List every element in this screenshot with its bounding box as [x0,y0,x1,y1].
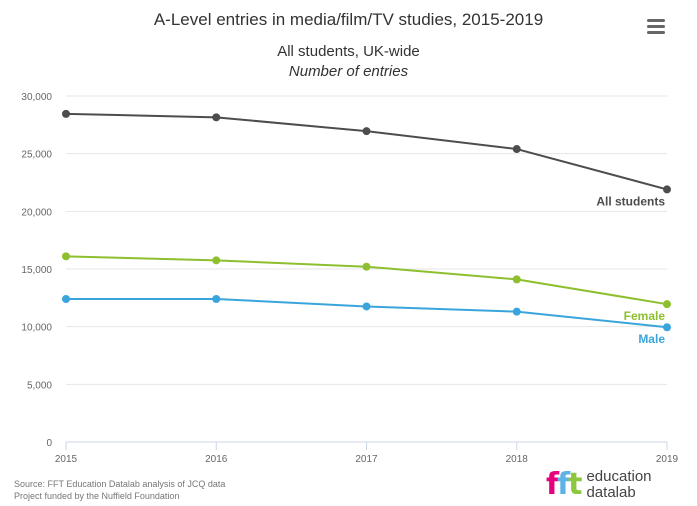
menu-bar [647,31,665,34]
series-labels: All students Female Male [596,194,665,346]
logo-text: education datalab [586,469,651,501]
logo-letter: f [557,467,570,502]
gridlines [66,95,667,385]
x-axis: 2015 2016 2017 2018 2019 [55,441,679,465]
menu-bar [647,19,665,22]
data-point-female [62,252,70,261]
y-tick-label: 10,000 [21,323,52,334]
y-tick-label: 15,000 [21,265,52,276]
y-tick-label: 0 [46,438,52,449]
logo-letter: t [568,467,582,502]
y-tick-label: 30,000 [21,92,52,103]
y-tick-label: 20,000 [21,207,52,218]
x-tick-label: 2019 [656,454,679,465]
data-point-female [212,256,221,265]
data-point-female [512,275,521,284]
data-point-male [663,323,671,332]
series-label-male: Male [638,332,665,346]
data-point-male [212,294,221,303]
data-point-all-students [362,127,371,136]
fft-logo-mark: fft [546,467,583,502]
x-tick-label: 2017 [355,454,378,465]
series-label-all-students: All students [596,194,665,208]
subtitle-line: All students, UK-wide [277,43,420,60]
x-tick-label: 2015 [55,454,78,465]
chart-subtitle: All students, UK-wide Number of entries [0,42,697,82]
data-point-male [362,302,371,311]
credits-funding: Project funded by the Nuffield Foundatio… [14,491,180,501]
data-point-male [512,307,521,316]
hamburger-menu-icon[interactable] [644,17,668,39]
y-tick-label: 25,000 [21,150,52,161]
logo-text-line1: education [586,468,652,485]
education-datalab-logo[interactable]: fft education datalab [546,468,652,502]
chart-title: A-Level entries in media/film/TV studies… [153,10,544,29]
data-point-female [663,300,671,309]
data-point-male [62,294,70,303]
subtitle-units: Number of entries [288,63,409,80]
data-point-all-students [212,113,221,122]
data-point-all-students [62,109,70,118]
menu-bar [647,25,665,28]
series-group [62,109,671,332]
logo-letter: f [546,467,559,502]
series-line-all-students [65,112,668,191]
data-point-all-students [663,185,671,194]
logo-text-line2: datalab [586,484,636,501]
y-tick-label: 5,000 [27,380,52,391]
x-tick-label: 2018 [506,454,529,465]
credits-source[interactable]: Source: FFT Education Datalab analysis o… [14,479,226,489]
series-label-female: Female [624,309,666,323]
y-axis: 0 5,000 10,000 15,000 20,000 25,000 30,000 [21,92,52,449]
data-point-female [362,262,371,271]
credits: Source: FFT Education Datalab analysis o… [14,478,225,502]
data-point-all-students [512,145,521,154]
x-tick-label: 2016 [205,454,228,465]
